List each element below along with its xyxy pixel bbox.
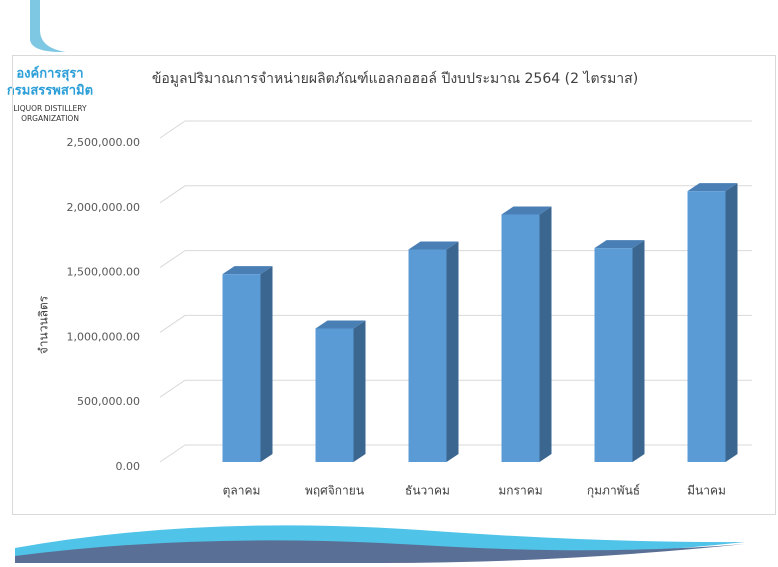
bar <box>501 206 552 462</box>
logo-mark <box>30 0 66 52</box>
logo-text: องค์การสุรา <box>16 66 83 82</box>
bar-top <box>408 241 459 250</box>
grid-line <box>159 314 752 333</box>
y-tick-label: 500,000.00 <box>77 395 140 408</box>
y-tick-label: 1,500,000.00 <box>67 266 140 279</box>
logo-text: กรมสรรพสามิต <box>7 84 93 99</box>
bar-side <box>446 241 459 462</box>
y-tick-label: 2,000,000.00 <box>67 201 140 214</box>
bar-front <box>687 191 726 463</box>
grid-line <box>159 379 752 398</box>
bar <box>687 183 738 463</box>
y-axis-label: จำนวนลิตร <box>37 295 51 354</box>
bar-top <box>594 240 645 249</box>
bar-front <box>594 248 633 462</box>
x-tick-label: ธันวาคม <box>405 484 450 498</box>
bar-side <box>539 206 552 462</box>
bar-side <box>632 240 645 462</box>
x-tick-label: ตุลาคม <box>223 484 261 499</box>
grid-line <box>159 185 752 204</box>
bar <box>594 240 645 462</box>
x-tick-label: กุมภาพันธ์ <box>587 484 640 499</box>
x-tick-label: มีนาคม <box>687 484 726 498</box>
y-tick-label: 0.00 <box>116 460 141 473</box>
bar-top <box>315 320 366 329</box>
wave <box>15 540 745 563</box>
bar-front <box>501 214 540 462</box>
bar-side <box>260 266 273 462</box>
logo-text: Organization <box>21 114 79 123</box>
bar-side <box>725 183 738 463</box>
bar <box>315 320 366 462</box>
grid-line <box>159 120 752 139</box>
bar-top <box>687 183 738 192</box>
x-tick-label: มกราคม <box>498 484 542 498</box>
bar-top <box>222 266 273 275</box>
bar <box>408 241 459 462</box>
logo-text: Liquor Distillery <box>13 104 87 113</box>
y-tick-label: 2,500,000.00 <box>67 136 140 149</box>
grid-line <box>159 444 752 463</box>
bar-front <box>408 249 447 462</box>
bar-front <box>222 274 261 462</box>
bar <box>222 266 273 462</box>
x-tick-label: พฤศจิกายน <box>305 484 364 498</box>
chart-title: ข้อมูลปริมาณการจำหน่ายผลิตภัณฑ์แอลกอฮอล์… <box>152 70 638 87</box>
bar-side <box>353 320 366 462</box>
bar-front <box>315 328 354 462</box>
bar-top <box>501 206 552 215</box>
chart-frame <box>12 55 776 515</box>
y-tick-label: 1,000,000.00 <box>67 330 140 343</box>
grid-line <box>159 250 752 269</box>
